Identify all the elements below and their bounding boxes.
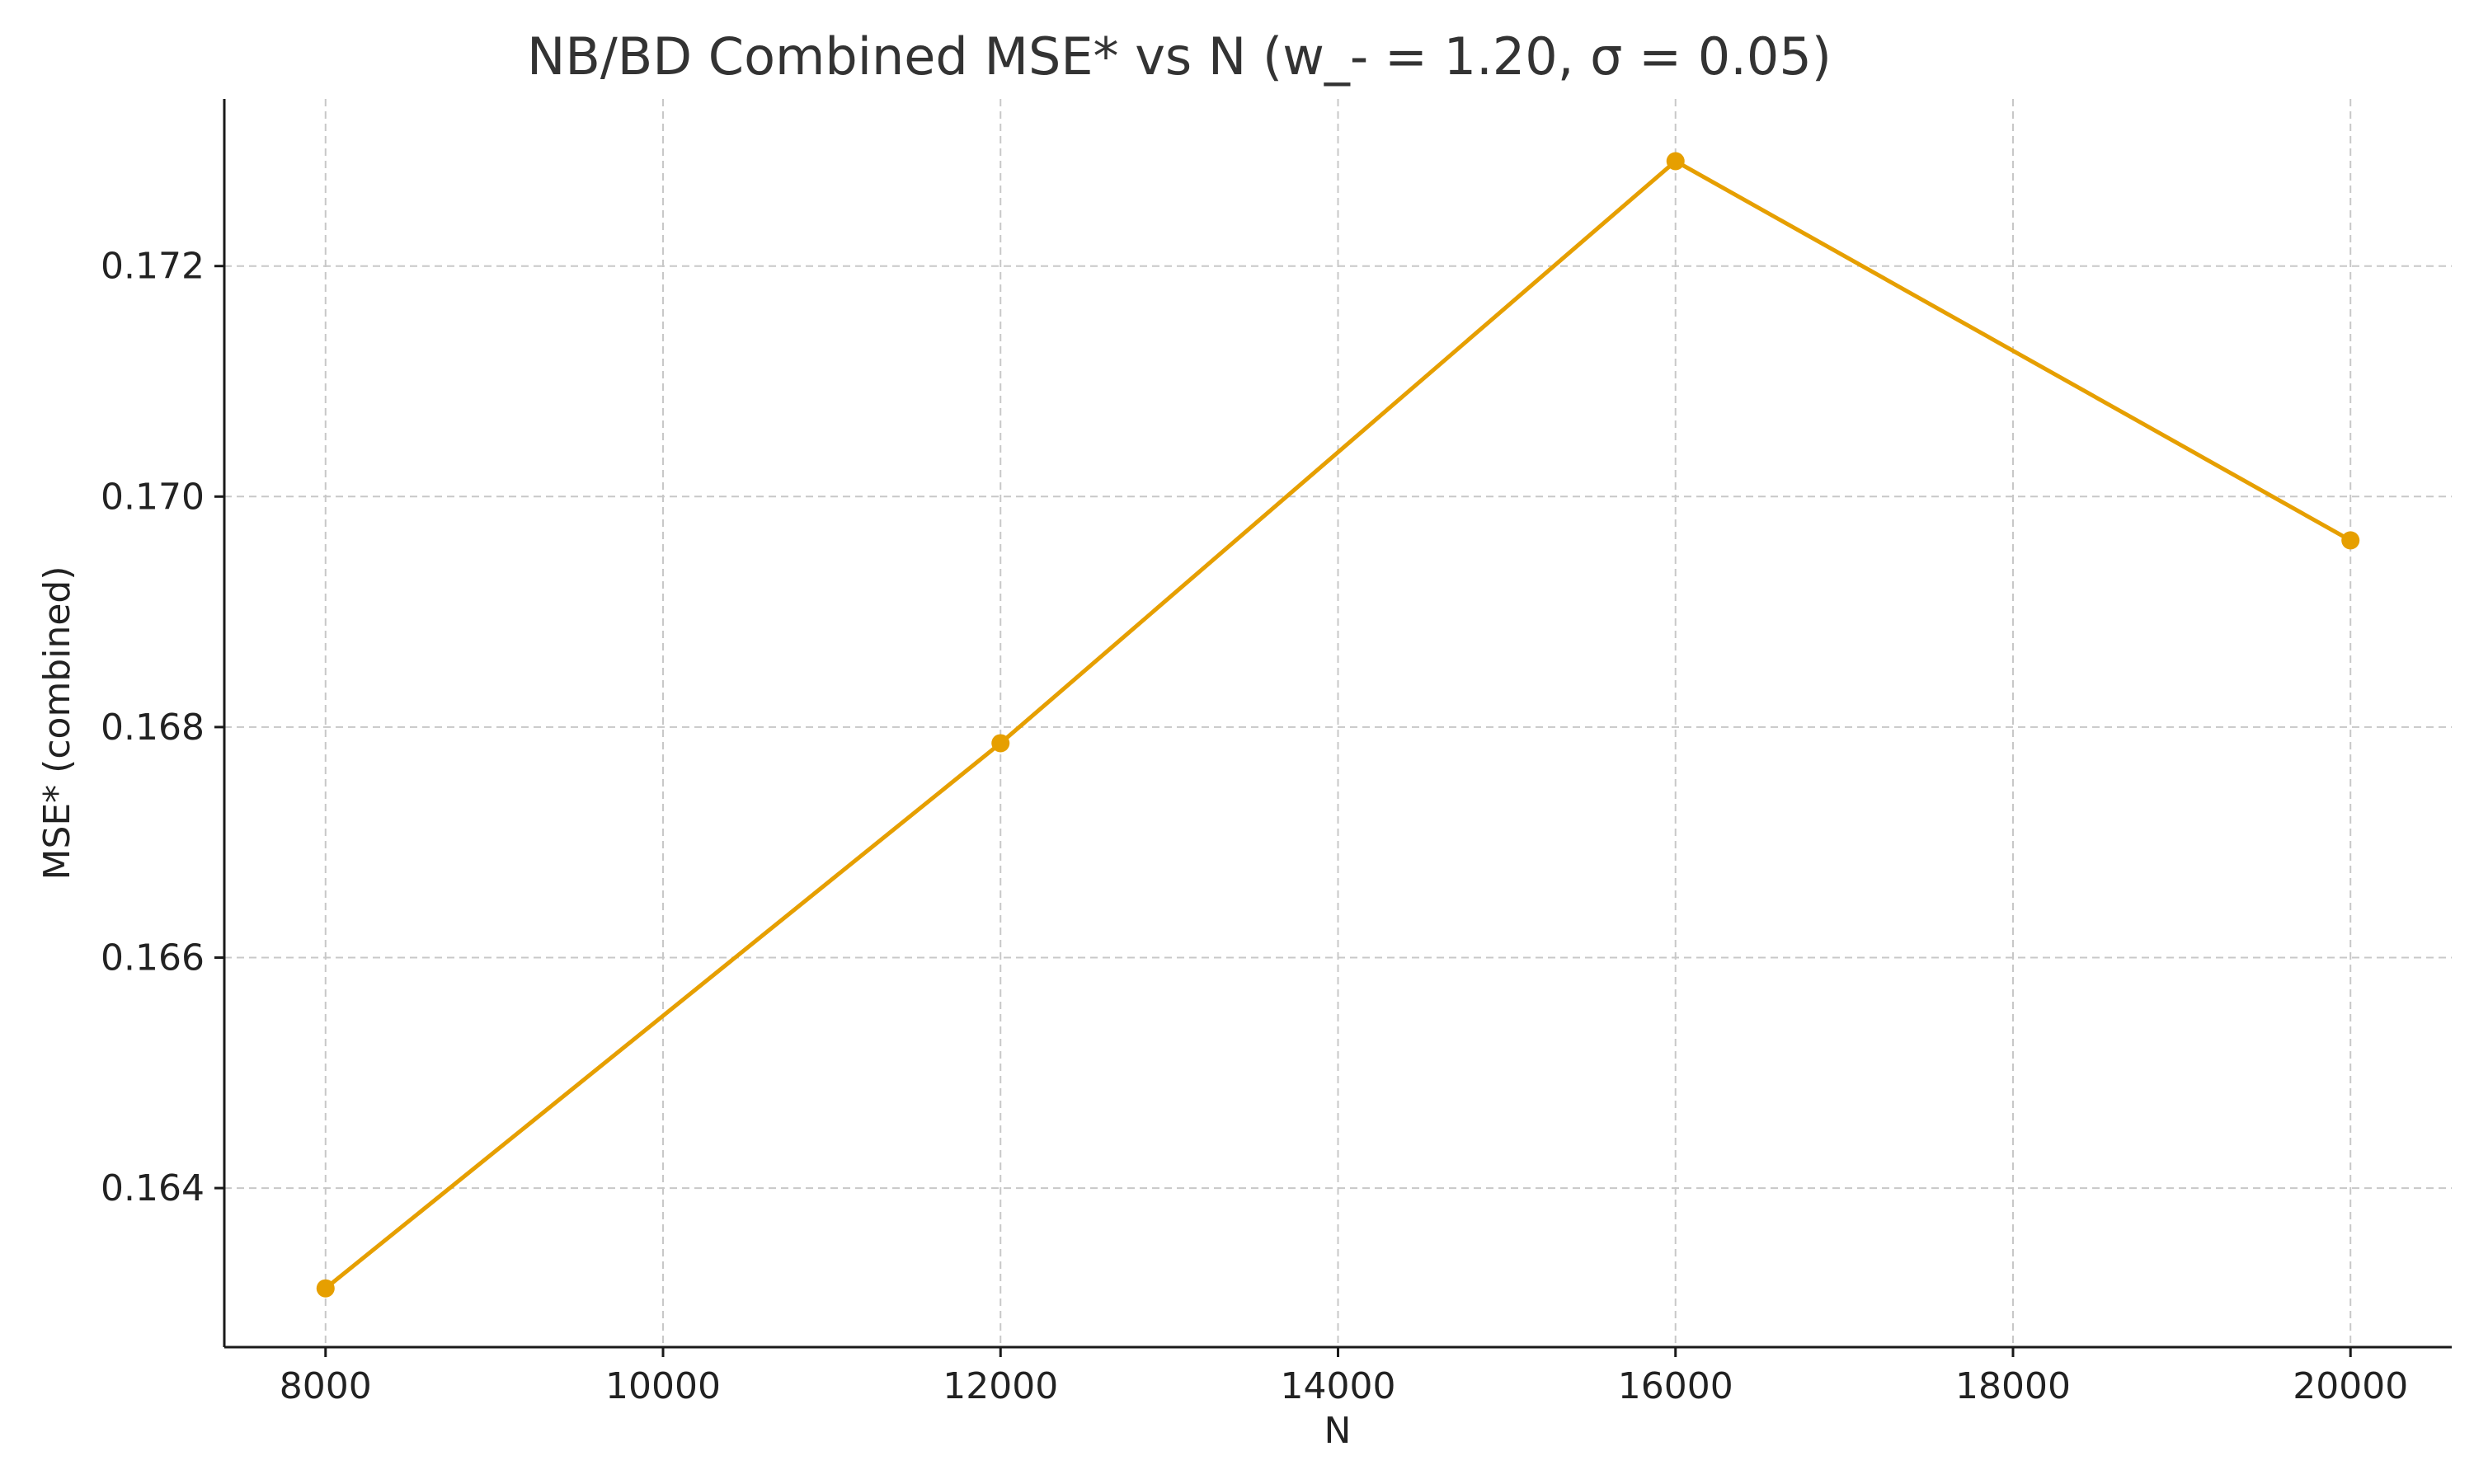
ticks: 8000 10000 12000 14000 16000 18000 20000 0.164 0…: [101, 246, 2408, 1407]
x-tick-label: 18000: [1955, 1365, 2071, 1407]
series: [316, 152, 2360, 1298]
x-tick-label: 20000: [2293, 1365, 2408, 1407]
data-point: [991, 734, 1010, 753]
data-point: [316, 1279, 335, 1298]
x-axis-label: N: [1324, 1410, 1352, 1452]
y-axis-label: MSE* (combined): [36, 566, 78, 880]
data-point: [1666, 152, 1685, 171]
y-tick-label: 0.166: [101, 937, 205, 979]
series-line: [323, 158, 2353, 1291]
data-point: [2341, 531, 2360, 550]
x-tick-label: 16000: [1618, 1365, 1733, 1407]
y-tick-label: 0.170: [101, 476, 205, 518]
x-tick-label: 10000: [605, 1365, 721, 1407]
grid: [224, 99, 2452, 1347]
x-tick-label: 12000: [943, 1365, 1058, 1407]
y-tick-label: 0.172: [101, 246, 205, 288]
chart-title: NB/BD Combined MSE* vs N (w_- = 1.20, σ …: [527, 26, 1832, 87]
x-tick-label: 8000: [280, 1365, 372, 1407]
y-tick-label: 0.164: [101, 1167, 205, 1209]
x-tick-label: 14000: [1281, 1365, 1396, 1407]
y-tick-label: 0.168: [101, 707, 205, 749]
